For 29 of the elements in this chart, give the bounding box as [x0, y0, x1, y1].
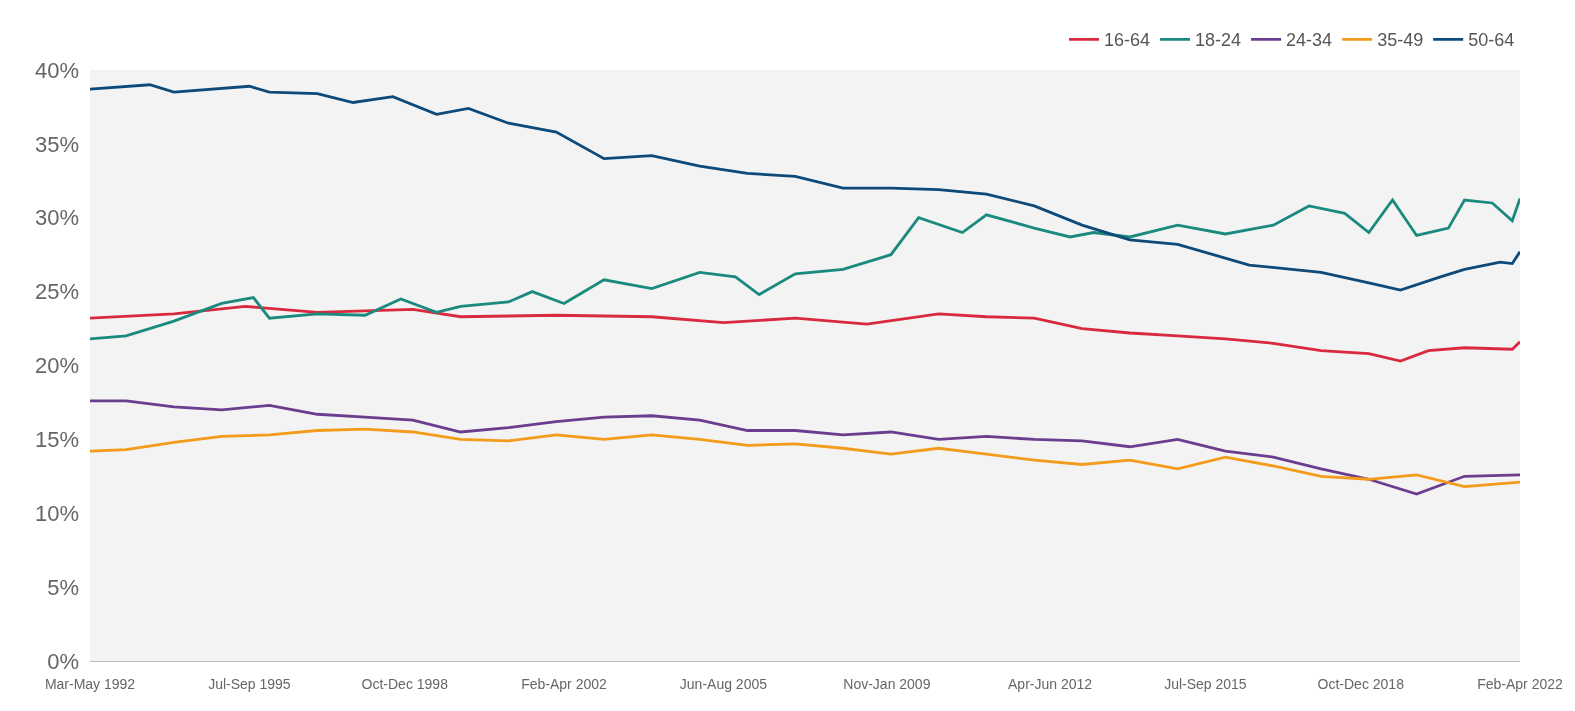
y-tick-label: 30% — [34, 205, 79, 231]
x-tick-label: Jul-Sep 2015 — [1164, 675, 1247, 692]
x-tick-label: Oct-Dec 1998 — [361, 675, 449, 692]
legend-label: 35-49 — [1377, 30, 1424, 51]
x-tick-label: Mar-May 1992 — [44, 675, 136, 692]
legend-label: 16-64 — [1104, 30, 1151, 51]
y-tick-label: 35% — [34, 131, 79, 157]
legend-label: 24-34 — [1286, 30, 1333, 51]
x-tick-label: Feb-Apr 2022 — [1477, 675, 1564, 692]
legend-label: 50-64 — [1468, 30, 1515, 51]
x-tick-label: Apr-Jun 2012 — [1008, 675, 1093, 692]
x-tick-label: Feb-Apr 2002 — [521, 675, 608, 692]
x-tick-label: Nov-Jan 2009 — [843, 675, 931, 692]
line-series — [90, 305, 1520, 363]
x-tick-label: Jun-Aug 2005 — [679, 675, 768, 692]
y-tick-label: 40% — [34, 57, 79, 83]
y-tick-label: 0% — [47, 648, 79, 674]
line-series — [90, 197, 1520, 341]
line-series — [90, 83, 1520, 292]
y-tick-label: 10% — [34, 500, 79, 526]
y-tick-label: 20% — [34, 353, 79, 379]
y-tick-label: 5% — [47, 574, 79, 600]
y-tick-label: 25% — [34, 279, 79, 305]
line-series — [90, 427, 1520, 489]
x-tick-label: Jul-Sep 1995 — [208, 675, 291, 692]
legend-label: 18-24 — [1195, 30, 1242, 51]
y-tick-label: 15% — [34, 427, 79, 453]
line-series — [90, 399, 1520, 496]
x-tick-label: Oct-Dec 2018 — [1317, 675, 1405, 692]
